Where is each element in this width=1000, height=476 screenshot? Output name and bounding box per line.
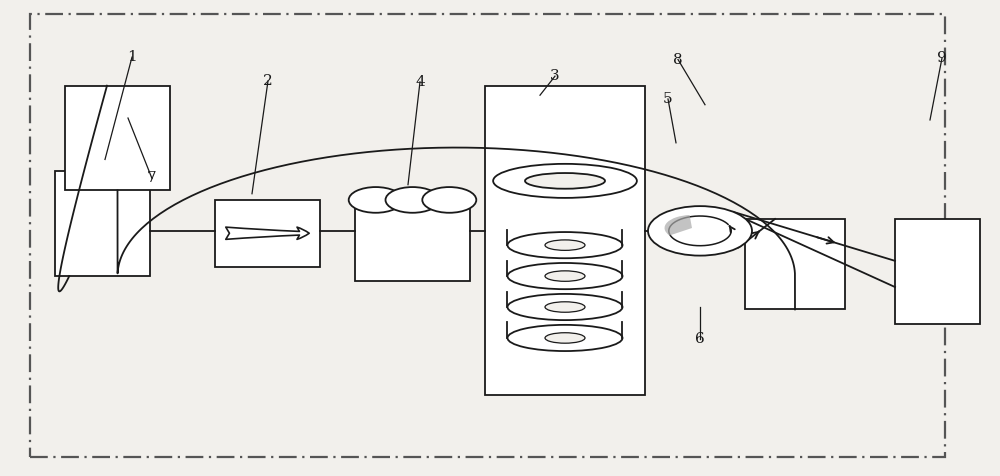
Ellipse shape: [545, 271, 585, 281]
Bar: [745, 219, 845, 309]
Bar: [485, 86, 645, 395]
Ellipse shape: [545, 333, 585, 343]
Text: 1: 1: [127, 50, 137, 64]
Ellipse shape: [543, 175, 587, 187]
Text: 2: 2: [263, 74, 273, 88]
Ellipse shape: [508, 325, 622, 351]
Text: 4: 4: [415, 75, 425, 89]
Text: 8: 8: [673, 52, 683, 67]
Bar: [895, 219, 980, 324]
Bar: [355, 200, 470, 281]
Text: 3: 3: [550, 69, 560, 83]
Text: 5: 5: [663, 92, 673, 106]
Ellipse shape: [545, 240, 585, 250]
Circle shape: [422, 187, 476, 213]
Ellipse shape: [508, 232, 622, 258]
Bar: [65, 86, 170, 190]
Text: 7: 7: [147, 171, 157, 186]
Ellipse shape: [508, 294, 622, 320]
Ellipse shape: [545, 302, 585, 312]
Bar: [55, 171, 150, 276]
Circle shape: [349, 187, 403, 213]
Circle shape: [648, 206, 752, 256]
Wedge shape: [665, 215, 692, 236]
Bar: [215, 200, 320, 267]
Ellipse shape: [493, 164, 637, 198]
Circle shape: [386, 187, 440, 213]
Ellipse shape: [525, 173, 605, 188]
Text: 6: 6: [695, 332, 705, 346]
Text: 9: 9: [937, 51, 947, 65]
Ellipse shape: [508, 263, 622, 289]
